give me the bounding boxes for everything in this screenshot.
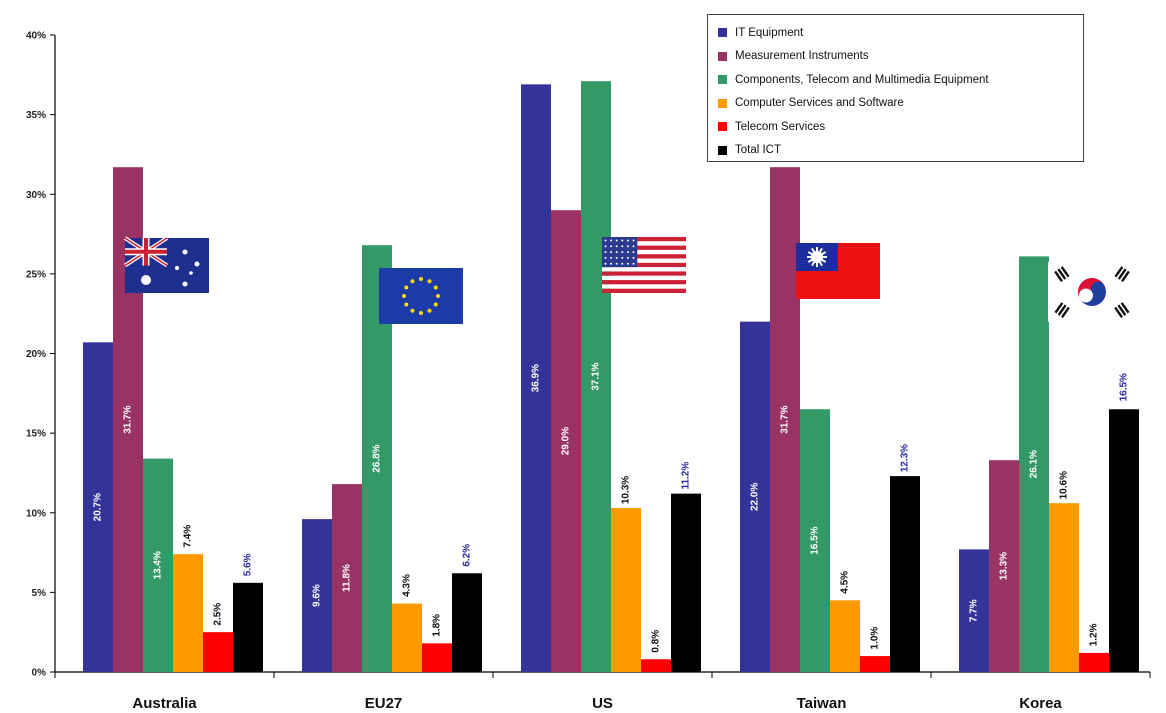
data-label: 10.6% — [1059, 471, 1070, 499]
data-label: 26.1% — [1029, 450, 1040, 478]
data-label: 31.7% — [123, 405, 134, 433]
y-tick-label: 0% — [32, 668, 47, 679]
legend-swatch-telecom-services — [718, 122, 727, 132]
data-label: 22.0% — [750, 483, 761, 511]
bar — [1079, 652, 1109, 672]
x-category-label: Taiwan — [797, 695, 847, 712]
y-tick-label: 40% — [26, 31, 46, 42]
data-label: 1.2% — [1089, 623, 1100, 646]
bar — [989, 460, 1019, 672]
bar — [641, 659, 671, 672]
data-label: 11.2% — [681, 462, 692, 490]
legend-swatch-total-ict — [718, 145, 727, 155]
bar — [551, 210, 581, 673]
bar — [422, 643, 452, 672]
data-label: 37.1% — [591, 362, 602, 390]
bar — [233, 582, 263, 672]
us-flag-icon — [602, 237, 686, 293]
legend-item-it-equipment: IT Equipment — [718, 21, 1073, 45]
data-label: 16.5% — [1119, 373, 1130, 401]
x-category-label: Korea — [1019, 695, 1062, 712]
bar — [521, 84, 551, 673]
bar — [671, 493, 701, 672]
bar — [83, 342, 113, 672]
legend-label-computer-services: Computer Services and Software — [735, 97, 904, 110]
data-label: 1.0% — [870, 627, 881, 650]
x-category-label: Australia — [132, 695, 197, 712]
bar — [203, 632, 233, 672]
y-tick-label: 5% — [32, 588, 47, 599]
legend-item-computer-services: Computer Services and Software — [718, 92, 1073, 116]
taiwan-flag-icon — [796, 243, 880, 299]
legend-item-telecom-services: Telecom Services — [718, 115, 1073, 139]
y-tick-label: 25% — [26, 269, 46, 280]
bar — [581, 81, 611, 673]
x-category-label: US — [592, 695, 613, 712]
legend-swatch-computer-services — [718, 98, 727, 108]
y-tick-label: 30% — [26, 190, 46, 201]
data-label: 1.8% — [432, 614, 443, 637]
bar — [452, 573, 482, 672]
data-label: 9.6% — [312, 584, 323, 607]
bar — [740, 321, 770, 672]
legend-label-it-equipment: IT Equipment — [735, 26, 804, 39]
legend-item-total-ict: Total ICT — [718, 139, 1073, 163]
legend-item-measurement-instruments: Measurement Instruments — [718, 45, 1073, 69]
y-tick-label: 20% — [26, 349, 46, 360]
bar — [1109, 409, 1139, 672]
data-label: 31.7% — [780, 405, 791, 433]
legend-swatch-components — [718, 75, 727, 85]
bar — [302, 519, 332, 672]
data-label: 20.7% — [93, 493, 104, 521]
australia-flag-icon — [123, 236, 209, 293]
data-label: 36.9% — [531, 364, 542, 392]
data-label: 6.2% — [462, 544, 473, 567]
data-label: 4.3% — [402, 574, 413, 597]
bar — [1049, 503, 1079, 672]
bar — [392, 603, 422, 672]
data-label: 5.6% — [243, 553, 254, 576]
data-label: 7.7% — [969, 599, 980, 622]
legend-label-telecom-services: Telecom Services — [735, 120, 826, 133]
bar — [143, 458, 173, 672]
data-label: 13.3% — [999, 552, 1010, 580]
bar — [830, 600, 860, 672]
korea-flag-icon — [1048, 262, 1136, 322]
bar — [173, 554, 203, 672]
y-tick-label: 35% — [26, 110, 46, 121]
legend-swatch-measurement-instruments — [718, 51, 727, 61]
data-label: 13.4% — [153, 551, 164, 579]
bar — [800, 409, 830, 672]
eu-flag-icon — [379, 268, 463, 324]
bar — [332, 484, 362, 672]
legend-swatch-it-equipment — [718, 28, 727, 38]
data-label: 11.8% — [342, 564, 353, 592]
data-label: 10.3% — [621, 476, 632, 504]
bar — [611, 507, 641, 672]
legend-label-measurement-instruments: Measurement Instruments — [735, 50, 869, 63]
legend-label-total-ict: Total ICT — [735, 144, 782, 157]
data-label: 7.4% — [183, 525, 194, 548]
bar — [959, 549, 989, 672]
y-tick-label: 15% — [26, 429, 46, 440]
legend-label-components: Components, Telecom and Multimedia Equip… — [735, 73, 989, 86]
data-label: 26.8% — [372, 444, 383, 472]
x-category-label: EU27 — [365, 695, 403, 712]
data-label: 0.8% — [651, 630, 662, 653]
data-label: 12.3% — [900, 444, 911, 472]
data-label: 16.5% — [810, 526, 821, 554]
data-label: 4.5% — [840, 571, 851, 594]
data-label: 29.0% — [561, 427, 572, 455]
bar — [770, 167, 800, 673]
bar — [890, 476, 920, 672]
data-label: 2.5% — [213, 603, 224, 626]
bar — [860, 656, 890, 672]
bar — [1019, 256, 1049, 672]
chart-legend: IT Equipment Measurement Instruments Com… — [707, 14, 1084, 162]
legend-item-components: Components, Telecom and Multimedia Equip… — [718, 68, 1073, 92]
y-tick-label: 10% — [26, 508, 46, 519]
